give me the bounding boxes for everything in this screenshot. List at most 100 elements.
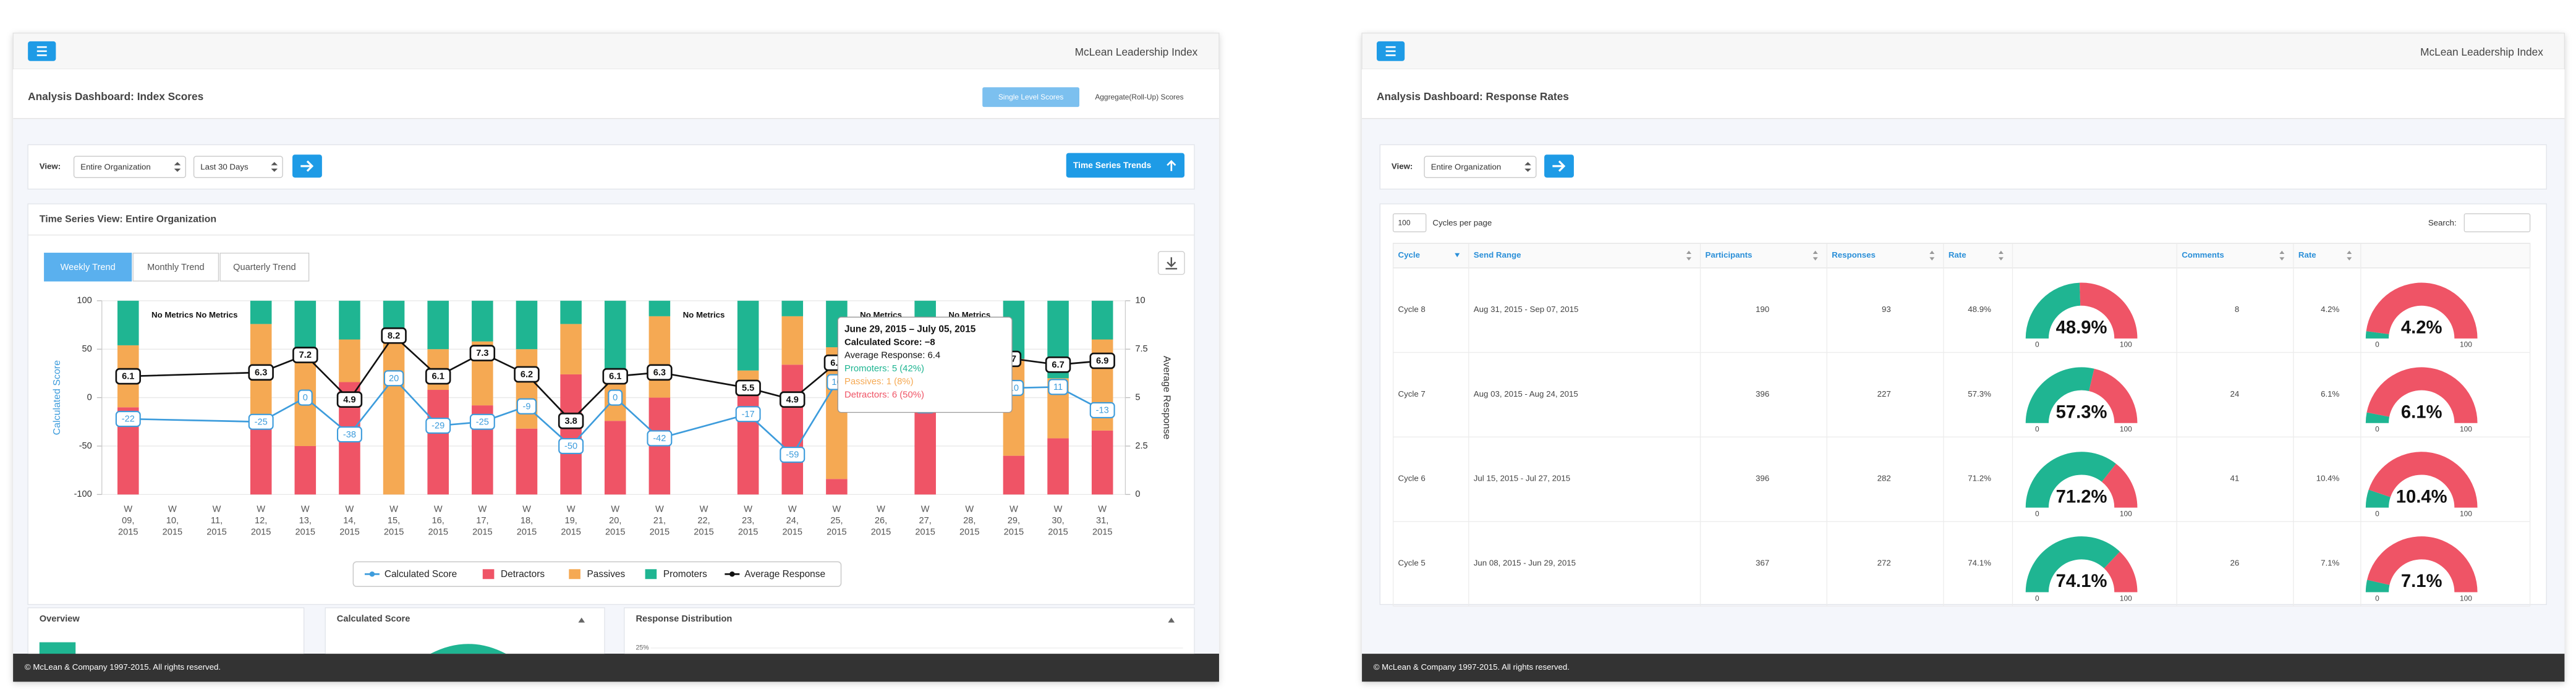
point-label-box bbox=[516, 398, 537, 415]
point-label: -25 bbox=[255, 417, 268, 427]
column-header[interactable]: Cycle bbox=[1398, 250, 1420, 259]
gauge-rest bbox=[2367, 536, 2478, 592]
table-cell: Aug 31, 2015 - Sep 07, 2015 bbox=[1474, 305, 1579, 314]
column-header[interactable]: Rate bbox=[2298, 250, 2316, 259]
table-cell: 227 bbox=[1877, 389, 1891, 398]
legend-swatch bbox=[482, 569, 495, 580]
top-bar bbox=[1361, 32, 2565, 70]
gauge-max: 100 bbox=[2460, 509, 2472, 518]
gauge-max: 100 bbox=[2120, 340, 2132, 349]
point-label-box bbox=[248, 413, 274, 430]
bar-segment bbox=[826, 479, 848, 495]
tooltip-line: Calculated Score: −8 bbox=[844, 337, 935, 347]
trend-tab[interactable] bbox=[132, 253, 219, 282]
summary-panel-title: Calculated Score bbox=[337, 614, 410, 624]
org-select[interactable] bbox=[73, 156, 186, 179]
trend-tab-text: Quarterly Trend bbox=[233, 263, 295, 272]
point-label-box bbox=[115, 411, 141, 428]
legend-label: Detractors bbox=[501, 569, 545, 580]
sort-icon bbox=[2279, 250, 2285, 261]
trend-tab[interactable] bbox=[44, 253, 132, 282]
column-header[interactable]: Comments bbox=[2182, 250, 2224, 259]
table-cell: Cycle 6 bbox=[1398, 474, 1426, 483]
point-label-box bbox=[558, 437, 584, 454]
page-title: Analysis Dashboard: Index Scores bbox=[28, 90, 203, 103]
point-label: 6.1 bbox=[432, 372, 444, 382]
point-label-box bbox=[735, 379, 761, 397]
gauge-value bbox=[2025, 536, 2120, 592]
table-cell: Cycle 8 bbox=[1398, 305, 1426, 314]
table-cell: 7.1% bbox=[2321, 558, 2339, 567]
column-header[interactable]: Responses bbox=[1832, 250, 1876, 259]
scope-button[interactable] bbox=[1082, 87, 1196, 108]
point-label-box bbox=[469, 345, 496, 361]
org-select[interactable] bbox=[1424, 156, 1537, 179]
x-tick-label: W 24, 2015 bbox=[783, 504, 803, 537]
filter-panel bbox=[1379, 144, 2547, 190]
arrow-icon bbox=[300, 160, 314, 172]
x-tick-label: W 11, 2015 bbox=[206, 504, 227, 537]
gauge-rest bbox=[2089, 368, 2138, 423]
gauge-min: 0 bbox=[2035, 340, 2039, 349]
x-tick-label: W 21, 2015 bbox=[650, 504, 670, 537]
column-header[interactable]: Participants bbox=[1706, 250, 1753, 259]
gauge-rest bbox=[2079, 282, 2138, 339]
sort-icon bbox=[1813, 250, 1818, 261]
gauge-label: 74.1% bbox=[2056, 571, 2107, 591]
trends-button[interactable] bbox=[1066, 153, 1185, 178]
point-label-box bbox=[336, 426, 362, 443]
table-cell: Aug 03, 2015 - Aug 24, 2015 bbox=[1474, 389, 1578, 398]
app-name: McLean Leadership Index bbox=[2420, 46, 2543, 58]
x-tick-label: W 25, 2015 bbox=[827, 504, 847, 537]
point-label: 6.2 bbox=[521, 370, 533, 380]
tooltip-title: June 29, 2015 – July 05, 2015 bbox=[844, 324, 976, 334]
panel-title: Time Series View: Entire Organization bbox=[40, 214, 216, 224]
gauge-max: 100 bbox=[2460, 594, 2472, 602]
y-tick-label: 0 bbox=[87, 392, 92, 402]
bar-segment bbox=[383, 339, 405, 495]
gauge-label: 6.1% bbox=[2401, 403, 2442, 423]
point-label: 6.1 bbox=[122, 372, 134, 382]
arrow-icon bbox=[1552, 160, 1566, 172]
scope-button[interactable] bbox=[982, 87, 1079, 108]
table-cell: 74.1% bbox=[1968, 558, 1991, 567]
period-select[interactable] bbox=[193, 156, 283, 179]
point-label-box bbox=[1089, 402, 1115, 418]
y-tick-label: 50 bbox=[82, 344, 92, 354]
period-select-text: Last 30 Days bbox=[200, 162, 249, 171]
gauge-value bbox=[2365, 580, 2390, 592]
gauge-min: 0 bbox=[2375, 340, 2379, 349]
select-caret bbox=[271, 162, 278, 172]
column-header[interactable]: Rate bbox=[1949, 250, 1966, 259]
gauge-value bbox=[2025, 367, 2094, 423]
search-input[interactable] bbox=[2463, 213, 2531, 232]
scope-button-text: Single Level Scores bbox=[998, 93, 1064, 101]
bar-segment bbox=[648, 300, 671, 316]
page-size-select[interactable] bbox=[1392, 213, 1427, 232]
table-cell: Jul 15, 2015 - Jul 27, 2015 bbox=[1474, 474, 1570, 483]
x-tick-label: W 19, 2015 bbox=[561, 504, 581, 537]
no-data-label: No Metrics bbox=[151, 310, 193, 319]
view-label: View: bbox=[40, 162, 61, 171]
point-label-box bbox=[1089, 352, 1115, 369]
point-label: 6.9 bbox=[1096, 356, 1108, 366]
gauge-rest bbox=[2104, 551, 2138, 592]
tooltip-line: Detractors: 6 (50%) bbox=[844, 390, 924, 400]
x-tick-label: W 09, 2015 bbox=[118, 504, 138, 537]
x-tick-label: W 27, 2015 bbox=[915, 504, 935, 537]
gauge-label: 57.3% bbox=[2056, 403, 2107, 423]
download-icon bbox=[1165, 257, 1178, 270]
x-tick-label: W 28, 2015 bbox=[959, 504, 980, 537]
gauge-max: 100 bbox=[2460, 425, 2472, 434]
x-tick-label: W 20, 2015 bbox=[605, 504, 626, 537]
column-header[interactable]: Send Range bbox=[1474, 250, 1521, 259]
gauge-label: 48.9% bbox=[2056, 318, 2107, 338]
gauge-min: 0 bbox=[2035, 594, 2039, 602]
bar-segment bbox=[604, 300, 626, 374]
trend-tab[interactable] bbox=[219, 253, 310, 282]
point-label: -9 bbox=[522, 402, 530, 411]
tooltip bbox=[837, 316, 1013, 413]
bar-segment bbox=[560, 374, 582, 495]
point-label: -59 bbox=[786, 450, 799, 460]
